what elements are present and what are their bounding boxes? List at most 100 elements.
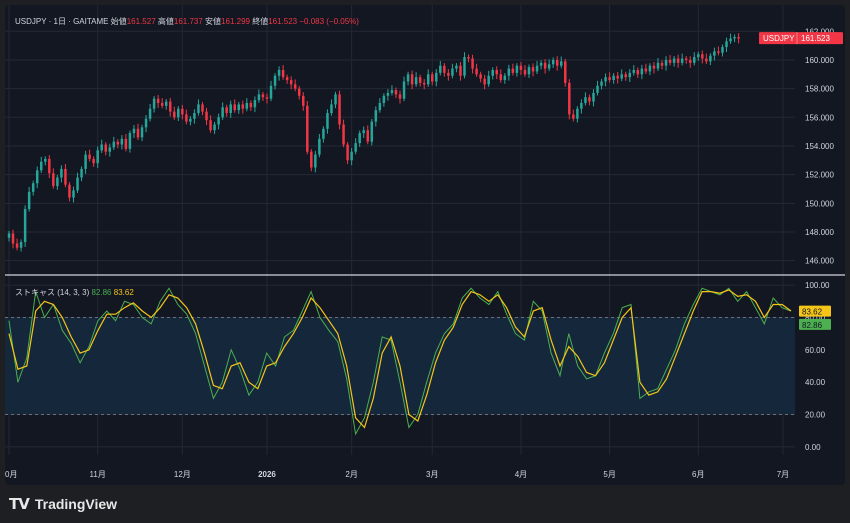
- candle: [269, 80, 273, 102]
- candle: [237, 101, 241, 114]
- candle: [620, 69, 623, 82]
- k-value: 82.86: [91, 288, 112, 297]
- price-tick-label: 158.000: [805, 85, 834, 94]
- candle: [551, 57, 555, 68]
- chart-svg[interactable]: 146.000 148.000 150.000 152.000 154.000 156.0…: [5, 5, 845, 485]
- candle: [479, 71, 482, 83]
- candle: [378, 98, 382, 113]
- candle: [96, 146, 99, 169]
- price-tick-label: 152.000: [805, 171, 834, 180]
- candle: [386, 89, 390, 101]
- candle: [721, 44, 724, 57]
- time-tick-label: 12月: [174, 470, 191, 479]
- candle: [709, 53, 712, 66]
- tradingview-brand[interactable]: 𝗧𝗩 TradingView: [9, 495, 117, 513]
- k-tag-text: 82.86: [802, 321, 823, 330]
- candle: [338, 90, 341, 130]
- candle: [555, 56, 559, 71]
- price-tick-label: 150.000: [805, 199, 834, 208]
- candle: [459, 61, 462, 81]
- candle: [644, 63, 648, 75]
- candle: [471, 54, 474, 74]
- open-value: 161.527: [126, 17, 156, 26]
- low-label: 安値: [205, 17, 222, 26]
- symbol-title[interactable]: USDJPY · 1日 · GAITAME: [15, 17, 109, 26]
- candle: [531, 63, 535, 77]
- candle: [684, 55, 688, 64]
- candle: [580, 99, 583, 114]
- candle: [144, 115, 148, 133]
- candle: [693, 52, 696, 66]
- candle: [318, 133, 321, 158]
- symbol-tag-text: USDJPY: [763, 34, 795, 43]
- price-axis: 146.000 148.000 150.000 152.000 154.000 156.0…: [805, 27, 834, 265]
- candle: [52, 168, 55, 189]
- candles: [7, 33, 740, 252]
- candle: [366, 125, 370, 145]
- candle: [648, 63, 652, 76]
- candle: [495, 66, 498, 80]
- candle: [483, 74, 486, 90]
- candle: [27, 186, 31, 212]
- candle: [7, 230, 11, 242]
- k-value-tag: 82.86: [799, 318, 831, 330]
- candle: [701, 50, 704, 64]
- candle: [120, 135, 124, 150]
- candle: [451, 63, 454, 79]
- candle: [19, 239, 23, 252]
- candle: [48, 155, 51, 179]
- candle: [156, 94, 160, 108]
- candle: [289, 76, 293, 90]
- candle: [265, 93, 269, 104]
- candle: [402, 76, 406, 102]
- chart-canvas[interactable]: 146.000 148.000 150.000 152.000 154.000 156.0…: [5, 5, 845, 485]
- candle: [523, 65, 527, 77]
- candle: [668, 55, 672, 66]
- time-tick-label: 4月: [515, 470, 527, 479]
- candle: [181, 104, 184, 120]
- candle: [160, 98, 164, 109]
- candle: [418, 74, 422, 87]
- candle: [604, 73, 607, 87]
- candle: [205, 107, 208, 126]
- candle: [697, 51, 700, 61]
- candle: [547, 59, 551, 72]
- d-value-tag: 83.62: [799, 305, 831, 317]
- candle: [676, 54, 680, 68]
- candle: [439, 60, 442, 76]
- indicator-title[interactable]: ストキャス (14, 3, 3): [15, 288, 90, 297]
- candle: [592, 89, 595, 107]
- candle: [499, 69, 503, 83]
- candle: [616, 72, 619, 84]
- candle: [334, 91, 337, 109]
- time-tick-label: 5月: [603, 470, 615, 479]
- candle: [725, 37, 728, 52]
- candle: [543, 59, 547, 74]
- candle: [100, 139, 103, 153]
- candle: [342, 119, 345, 148]
- indicator-tick-label: 40.00: [805, 378, 826, 387]
- value-tags: USDJPY 161.523 83.62 82.86: [759, 32, 843, 330]
- candle: [572, 109, 575, 122]
- candle: [559, 56, 563, 69]
- indicator-axis: 100.00 80.00 60.00 40.00 20.00 0.00: [805, 281, 830, 452]
- candle: [664, 56, 668, 71]
- candle: [84, 150, 87, 174]
- candle: [350, 147, 353, 166]
- candle: [576, 106, 579, 123]
- close-label: 終値: [252, 17, 269, 26]
- candle: [624, 71, 627, 81]
- candle: [564, 58, 567, 87]
- candle: [297, 86, 301, 100]
- candle: [39, 156, 43, 173]
- candle: [11, 229, 15, 249]
- brand-name: TradingView: [34, 496, 118, 512]
- candle: [398, 90, 402, 104]
- low-value: 161.299: [221, 17, 250, 26]
- candle: [164, 98, 168, 110]
- candle: [261, 91, 265, 101]
- candle: [507, 64, 511, 81]
- candle: [511, 63, 515, 76]
- candle: [612, 73, 615, 84]
